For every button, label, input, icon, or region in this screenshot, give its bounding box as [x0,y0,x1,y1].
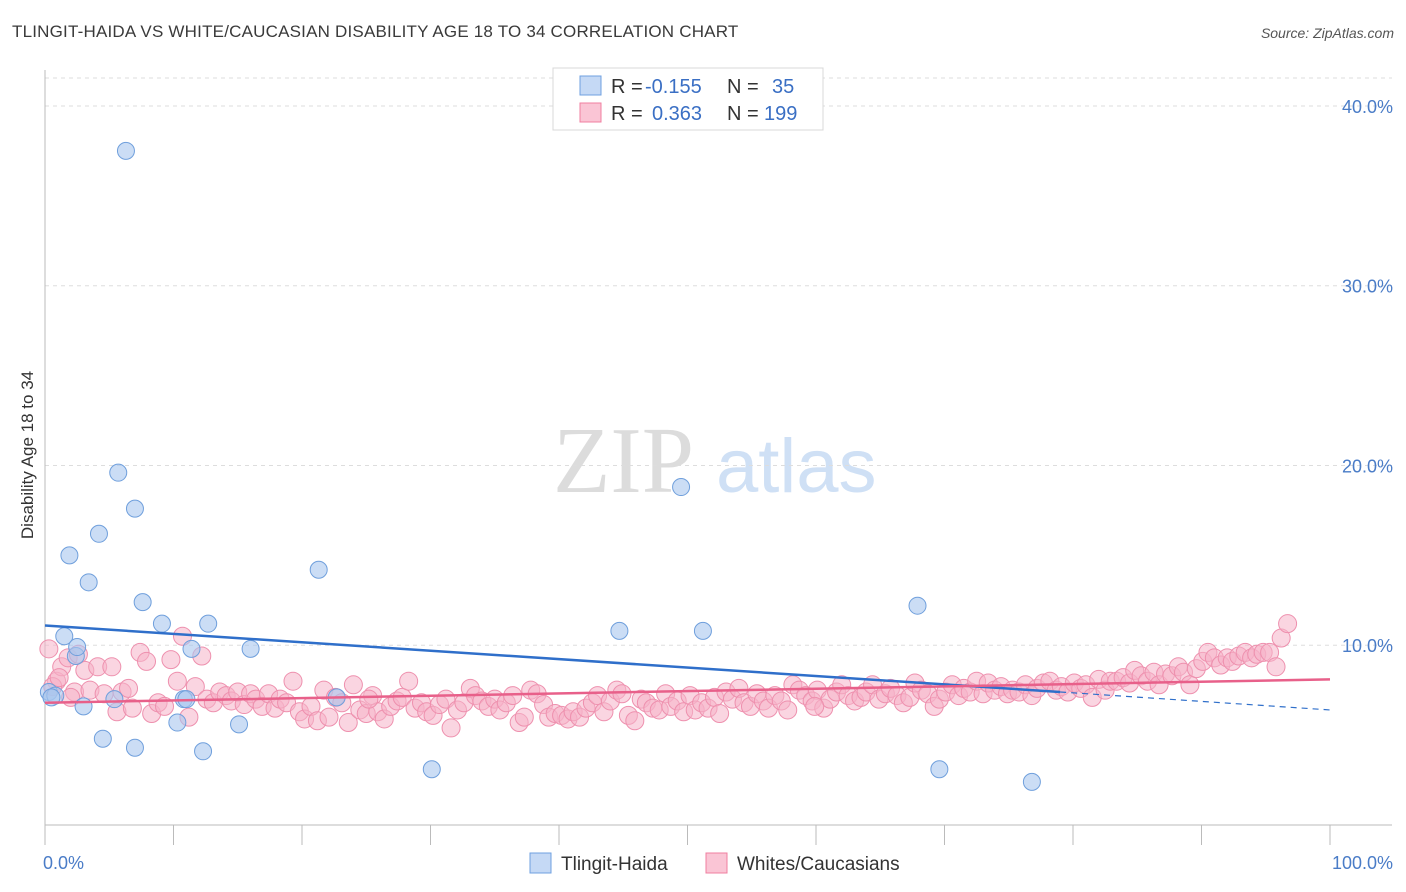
trend-line-tlingit-haida-extension [1060,691,1331,711]
y-tick-label-40: 40.0% [1342,97,1393,117]
point-whites-caucasians-13 [119,678,139,698]
source-credit: Source: ZipAtlas.com [1260,25,1394,41]
grid-lines [45,77,1392,646]
point-whites-caucasians-94 [612,684,632,704]
point-whites-caucasians-40 [283,671,303,691]
point-whites-caucasians-50 [343,675,363,695]
point-whites-caucasians-78 [514,707,534,727]
y-tick-label-20: 20.0% [1342,456,1393,476]
legend-r-value-blue: -0.155 [645,76,702,98]
point-whites-caucasians-110 [710,704,730,724]
point-whites-caucasians-20 [161,650,181,670]
point-tlingit-haida-31 [908,596,927,615]
point-whites-caucasians-59 [399,671,419,691]
point-whites-caucasians-207 [359,689,379,709]
y-tick-label-10: 10.0% [1342,636,1393,656]
legend-n-value-blue: 35 [772,76,794,98]
point-tlingit-haida-8 [89,524,108,543]
trend-line-tlingit-haida [44,624,1061,694]
point-tlingit-haida-17 [168,713,187,732]
legend-top: R = -0.155 N = 35 R = 0.363 N = 199 [552,67,824,131]
legend-r-label-blue: R = [611,76,643,98]
legend-bottom-label-pink: Whites/Caucasians [737,854,900,875]
legend-r-label-pink: R = [611,103,643,125]
point-whites-caucasians-187 [1180,675,1200,695]
point-whites-caucasians-10 [102,657,122,677]
point-whites-caucasians-16 [137,651,157,671]
x-tick-label-min: 0.0% [43,853,84,873]
point-tlingit-haida-3 [60,546,79,565]
point-tlingit-haida-20 [182,639,201,658]
point-whites-caucasians-46 [319,707,339,727]
watermark: ZIP atlas [553,409,877,513]
watermark-atlas: atlas [716,424,877,509]
legend-n-label-blue: N = [727,76,759,98]
point-whites-caucasians-203 [1278,614,1298,634]
point-tlingit-haida-5 [68,638,87,657]
legend-swatch-pink [579,102,602,123]
point-tlingit-haida-11 [109,463,128,482]
point-tlingit-haida-25 [309,560,328,579]
point-tlingit-haida-15 [133,593,152,612]
point-tlingit-haida-21 [194,742,213,761]
legend-bottom-label-blue: Tlingit-Haida [561,854,668,875]
legend-bottom: Tlingit-Haida Whites/Caucasians [529,852,900,875]
point-tlingit-haida-14 [125,499,144,518]
legend-bottom-swatch-pink [705,852,728,874]
point-whites-caucasians-208 [805,696,825,716]
point-whites-caucasians-96 [625,711,645,731]
point-tlingit-haida-30 [693,621,712,640]
point-whites-caucasians-14 [122,698,142,718]
point-whites-caucasians-201 [1266,657,1286,677]
y-axis-label: Disability Age 18 to 34 [18,371,37,539]
point-whites-caucasians-121 [778,700,798,720]
point-whites-caucasians-21 [167,671,187,691]
point-tlingit-haida-22 [199,614,218,633]
point-tlingit-haida-16 [152,614,171,633]
trend-lines [44,624,1331,711]
legend-n-label-pink: N = [727,103,759,125]
point-tlingit-haida-6 [74,697,93,716]
point-tlingit-haida-29 [672,478,691,497]
chart-title: TLINGIT-HAIDA VS WHITE/CAUCASIAN DISABIL… [12,22,739,41]
trend-line-whites-caucasians [44,678,1331,705]
point-tlingit-haida-7 [79,573,98,592]
point-whites-caucasians-66 [441,718,461,738]
legend-n-value-pink: 199 [764,103,797,125]
x-tick-label-max: 100.0% [1332,853,1393,873]
legend-r-value-pink: 0.363 [652,103,702,125]
watermark-zip: ZIP [553,409,694,513]
point-whites-caucasians-24 [185,677,205,697]
legend-bottom-swatch-blue [529,852,552,874]
point-tlingit-haida-28 [610,621,629,640]
point-whites-caucasians-205 [49,668,69,688]
point-tlingit-haida-10 [105,690,124,709]
point-tlingit-haida-12 [116,141,135,160]
point-tlingit-haida-24 [241,639,260,658]
point-tlingit-haida-23 [230,715,249,734]
point-tlingit-haida-9 [93,729,112,748]
legend-swatch-blue [579,75,602,96]
whites-caucasians-points [39,614,1298,738]
point-tlingit-haida-33 [1022,772,1041,791]
point-whites-caucasians-49 [338,713,358,733]
point-tlingit-haida-32 [930,760,949,779]
point-whites-caucasians-0 [39,639,59,659]
point-tlingit-haida-27 [422,760,441,779]
y-tick-label-30: 30.0% [1342,277,1393,297]
tick-labels: 10.0% 20.0% 30.0% 40.0% 0.0% 100.0% [43,97,1393,873]
point-tlingit-haida-13 [125,738,144,757]
